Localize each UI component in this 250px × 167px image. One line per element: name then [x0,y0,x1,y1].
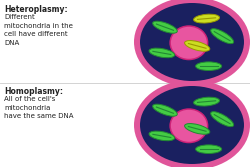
Ellipse shape [211,29,234,44]
Ellipse shape [196,145,222,153]
Ellipse shape [153,21,177,33]
Ellipse shape [149,48,175,58]
Ellipse shape [140,3,244,81]
Ellipse shape [211,112,234,127]
Ellipse shape [134,0,250,87]
Ellipse shape [171,27,207,59]
Ellipse shape [134,80,250,167]
Ellipse shape [194,97,220,106]
Ellipse shape [149,131,175,141]
Ellipse shape [184,124,210,134]
Text: Different
mitochondria in the
cell have different
DNA: Different mitochondria in the cell have … [4,14,73,45]
Ellipse shape [196,62,222,70]
Ellipse shape [184,41,210,51]
Ellipse shape [170,25,208,60]
Ellipse shape [153,104,177,116]
Text: Heteroplasmy:: Heteroplasmy: [4,5,68,14]
Ellipse shape [194,14,220,23]
Ellipse shape [171,110,207,142]
Ellipse shape [140,86,244,164]
Text: All of the cell's
mitochondria
have the same DNA: All of the cell's mitochondria have the … [4,96,73,119]
Text: Homoplasmy:: Homoplasmy: [4,87,63,96]
Ellipse shape [170,108,208,143]
